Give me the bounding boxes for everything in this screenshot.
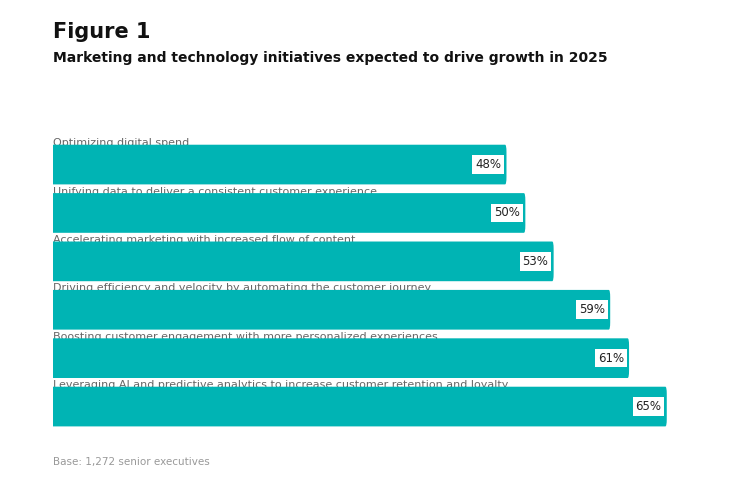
- FancyBboxPatch shape: [51, 290, 610, 330]
- Text: 59%: 59%: [579, 303, 605, 316]
- Text: Figure 1: Figure 1: [53, 22, 150, 42]
- Text: Driving efficiency and velocity by automating the customer journey: Driving efficiency and velocity by autom…: [53, 283, 430, 293]
- Text: Accelerating marketing with increased flow of content: Accelerating marketing with increased fl…: [53, 235, 355, 245]
- Text: Leveraging AI and predictive analytics to increase customer retention and loyalt: Leveraging AI and predictive analytics t…: [53, 380, 508, 390]
- FancyBboxPatch shape: [51, 387, 667, 426]
- FancyBboxPatch shape: [51, 193, 525, 233]
- Text: 48%: 48%: [476, 158, 501, 171]
- Text: Marketing and technology initiatives expected to drive growth in 2025: Marketing and technology initiatives exp…: [53, 51, 608, 65]
- FancyBboxPatch shape: [51, 242, 554, 281]
- Text: Unifying data to deliver a consistent customer experience: Unifying data to deliver a consistent cu…: [53, 186, 376, 197]
- Text: Base: 1,272 senior executives: Base: 1,272 senior executives: [53, 457, 209, 468]
- Text: 53%: 53%: [523, 255, 548, 268]
- Text: Optimizing digital spend: Optimizing digital spend: [53, 138, 189, 148]
- Text: 65%: 65%: [635, 400, 662, 413]
- Text: 61%: 61%: [598, 352, 624, 364]
- FancyBboxPatch shape: [51, 145, 506, 184]
- Text: 50%: 50%: [494, 207, 520, 219]
- FancyBboxPatch shape: [51, 338, 629, 378]
- Text: Boosting customer engagement with more personalized experiences: Boosting customer engagement with more p…: [53, 332, 437, 342]
